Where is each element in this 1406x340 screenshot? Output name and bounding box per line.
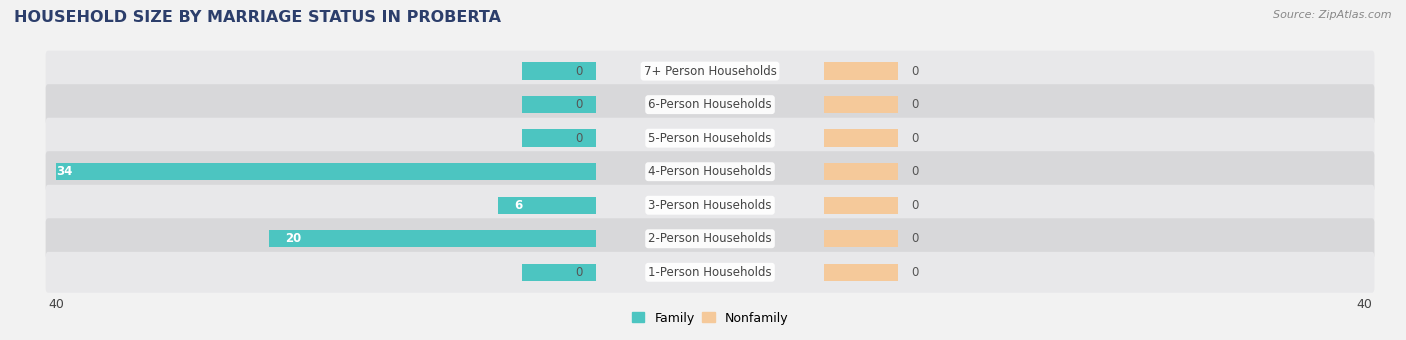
Text: 5-Person Households: 5-Person Households [648,132,772,145]
Bar [269,230,596,248]
FancyBboxPatch shape [45,84,1375,125]
Bar [824,130,898,147]
FancyBboxPatch shape [45,185,1375,226]
Bar [824,163,898,181]
Text: Source: ZipAtlas.com: Source: ZipAtlas.com [1274,10,1392,20]
FancyBboxPatch shape [45,252,1375,293]
Text: HOUSEHOLD SIZE BY MARRIAGE STATUS IN PROBERTA: HOUSEHOLD SIZE BY MARRIAGE STATUS IN PRO… [14,10,501,25]
Text: 34: 34 [56,165,73,178]
Text: 7+ Person Households: 7+ Person Households [644,65,776,78]
FancyBboxPatch shape [45,151,1375,192]
Bar [498,197,596,214]
Text: 0: 0 [911,165,918,178]
Text: 20: 20 [285,232,301,245]
Text: 0: 0 [575,132,582,145]
Text: 0: 0 [911,65,918,78]
Text: 4-Person Households: 4-Person Households [648,165,772,178]
Text: 6-Person Households: 6-Person Households [648,98,772,111]
Bar [522,130,596,147]
Text: 0: 0 [911,199,918,212]
Bar [824,63,898,80]
FancyBboxPatch shape [45,118,1375,159]
FancyBboxPatch shape [45,51,1375,91]
Text: 0: 0 [911,232,918,245]
Bar [824,264,898,281]
Text: 0: 0 [575,98,582,111]
Text: 0: 0 [911,132,918,145]
Bar [39,163,596,181]
FancyBboxPatch shape [45,218,1375,259]
Bar [522,96,596,113]
Bar [522,264,596,281]
Text: 2-Person Households: 2-Person Households [648,232,772,245]
Bar [522,63,596,80]
Text: 0: 0 [575,65,582,78]
Text: 0: 0 [575,266,582,279]
Text: 3-Person Households: 3-Person Households [648,199,772,212]
Text: 1-Person Households: 1-Person Households [648,266,772,279]
Bar [824,96,898,113]
Text: 0: 0 [911,266,918,279]
Bar [824,197,898,214]
Legend: Family, Nonfamily: Family, Nonfamily [627,307,793,329]
Text: 6: 6 [515,199,522,212]
Text: 0: 0 [911,98,918,111]
Bar [824,230,898,248]
